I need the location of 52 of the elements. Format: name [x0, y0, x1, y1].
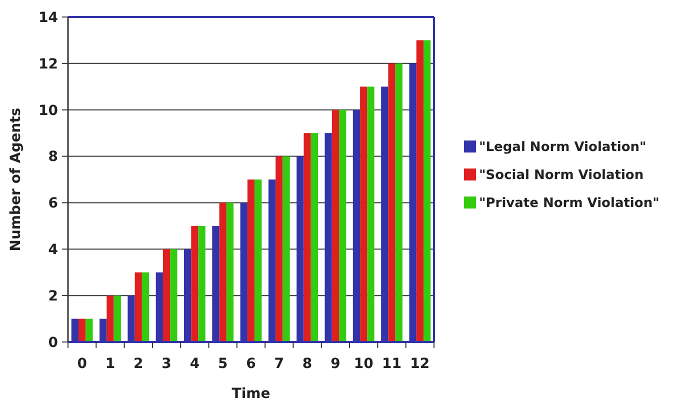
bar	[416, 40, 424, 342]
y-tick-label: 2	[48, 288, 58, 304]
y-tick-label: 0	[48, 334, 58, 351]
bar	[282, 156, 290, 342]
x-tick-label: 11	[382, 356, 402, 372]
y-tick-label: 6	[48, 196, 58, 212]
bar	[360, 86, 368, 342]
bar	[304, 133, 311, 342]
x-tick-label: 5	[218, 356, 228, 372]
bar	[388, 63, 396, 342]
x-tick-label: 12	[410, 356, 430, 372]
y-tick-label: 12	[38, 56, 58, 72]
bar	[78, 318, 86, 342]
bar	[247, 180, 255, 342]
bar	[423, 40, 431, 342]
bar	[367, 86, 374, 342]
y-axis-title: Number of Agents	[8, 108, 24, 252]
x-tick-label: 4	[190, 356, 200, 372]
x-tick-label: 7	[274, 356, 284, 372]
x-tick-label: 0	[77, 356, 88, 372]
bar	[142, 272, 150, 342]
x-tick-label: 2	[134, 356, 144, 372]
x-tick-label: 3	[162, 356, 172, 372]
bar	[332, 110, 340, 342]
x-tick-label: 8	[302, 356, 312, 372]
x-tick-label: 9	[330, 356, 340, 372]
bar	[310, 133, 318, 342]
y-tick-label: 4	[48, 242, 58, 258]
bar	[276, 156, 283, 342]
bar	[170, 249, 178, 342]
y-tick-label: 10	[38, 102, 58, 119]
y-tick-label: 8	[48, 149, 58, 166]
bar	[134, 272, 142, 342]
bar	[254, 180, 262, 342]
bar	[219, 202, 226, 342]
bar	[395, 63, 402, 342]
bar	[86, 318, 93, 342]
bar	[198, 226, 206, 342]
legend-label: "Legal Norm Violation"	[479, 140, 646, 156]
bar	[339, 110, 346, 342]
x-tick-label: 1	[105, 356, 116, 372]
x-tick-label: 10	[354, 356, 374, 372]
bar	[114, 296, 121, 342]
x-tick-label: 6	[246, 356, 256, 372]
bar	[106, 296, 114, 342]
legend-label: "Private Norm Violation"	[479, 196, 660, 212]
legend-label: "Social Norm Violation	[479, 168, 644, 184]
bar	[226, 202, 234, 342]
bar	[162, 249, 170, 342]
bar	[191, 226, 198, 342]
x-axis-title: Time	[232, 386, 270, 402]
y-tick-label: 14	[38, 10, 58, 26]
